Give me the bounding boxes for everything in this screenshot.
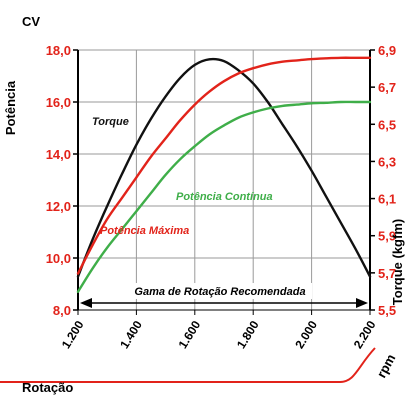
left-tick-label: 14,0 [46, 147, 71, 162]
series-line-torque [76, 57, 372, 278]
series-line-max-power [76, 56, 372, 275]
series-lines [76, 56, 372, 293]
left-axis-title: Potência [3, 80, 18, 135]
right-tick-label: 6,1 [378, 192, 396, 207]
recommended-range-label: Gama de Rotação Recomendada [134, 286, 305, 298]
series-line-continuous-power [76, 100, 372, 293]
x-tick-label: 1.400 [117, 318, 145, 351]
right-tick-label: 5,5 [378, 303, 396, 318]
left-axis-unit: CV [22, 14, 40, 29]
left-axis-ticks: 8,0 10,0 12,0 14,0 16,0 18,0 [46, 43, 78, 318]
left-tick-label: 16,0 [46, 95, 71, 110]
right-tick-label: 6,9 [378, 43, 396, 58]
left-tick-label: 18,0 [46, 43, 71, 58]
series-label-max-power: Potência Máxima [100, 225, 189, 237]
x-tick-label: 2.000 [292, 318, 320, 351]
right-tick-label: 6,7 [378, 80, 396, 95]
x-tick-label: 1.600 [176, 318, 204, 351]
right-tick-label: 5,7 [378, 266, 396, 281]
recommended-range-label-bg [128, 283, 312, 299]
left-tick-label: 8,0 [53, 303, 71, 318]
series-label-torque: Torque [92, 116, 129, 128]
left-tick-label: 12,0 [46, 199, 71, 214]
recommended-range-arrowhead-right [356, 298, 368, 308]
right-axis-ticks: 5,5 5,7 5,9 6,1 6,3 6,5 6,7 6,9 [370, 43, 396, 318]
rotation-curve [0, 347, 376, 383]
grid [77, 49, 371, 311]
x-tick-label: 1.800 [234, 318, 262, 351]
right-tick-label: 6,3 [378, 154, 396, 169]
x-axis-ticks: 1.200 1.400 1.600 1.800 2.000 2.200 [59, 310, 379, 351]
x-tick-label: 2.200 [351, 318, 379, 351]
rotation-label: Rotação [22, 380, 73, 395]
series-label-continuous-power: Potência Contínua [176, 191, 273, 203]
right-tick-label: 6,5 [378, 117, 396, 132]
x-tick-label: 1.200 [59, 318, 87, 351]
right-axis-title: Torque (kgfm) [390, 219, 405, 305]
right-tick-label: 5,9 [378, 229, 396, 244]
left-tick-label: 10,0 [46, 251, 71, 266]
x-axis-unit: rpm [374, 352, 399, 381]
recommended-range-arrowhead-left [80, 298, 92, 308]
